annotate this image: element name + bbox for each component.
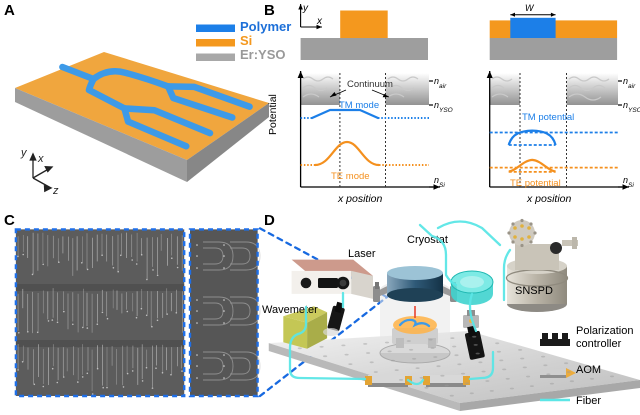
svg-text:TE potential: TE potential — [510, 178, 561, 189]
svg-text:Continuum: Continuum — [347, 79, 393, 90]
svg-text:Polarization: Polarization — [576, 325, 633, 337]
svg-text:W: W — [525, 3, 535, 13]
svg-text:y: y — [302, 3, 309, 14]
svg-text:nYSO: nYSO — [623, 100, 640, 114]
svg-text:TM potential: TM potential — [522, 112, 574, 123]
svg-text:SNSPD: SNSPD — [515, 285, 553, 297]
svg-text:Fiber: Fiber — [576, 395, 601, 407]
svg-text:nair: nair — [434, 76, 447, 90]
svg-text:controller: controller — [576, 338, 622, 350]
svg-text:x position: x position — [337, 193, 383, 205]
svg-text:Laser: Laser — [348, 248, 376, 260]
svg-text:TE mode: TE mode — [331, 171, 370, 182]
svg-text:TM mode: TM mode — [339, 100, 379, 111]
svg-text:x position: x position — [526, 193, 572, 205]
svg-text:x: x — [316, 16, 323, 27]
svg-text:nair: nair — [623, 76, 636, 90]
svg-text:Cryostat: Cryostat — [407, 234, 448, 246]
svg-text:Wavemeter: Wavemeter — [262, 304, 318, 316]
svg-text:nYSO: nYSO — [434, 100, 453, 114]
svg-text:Potential: Potential — [267, 94, 279, 135]
